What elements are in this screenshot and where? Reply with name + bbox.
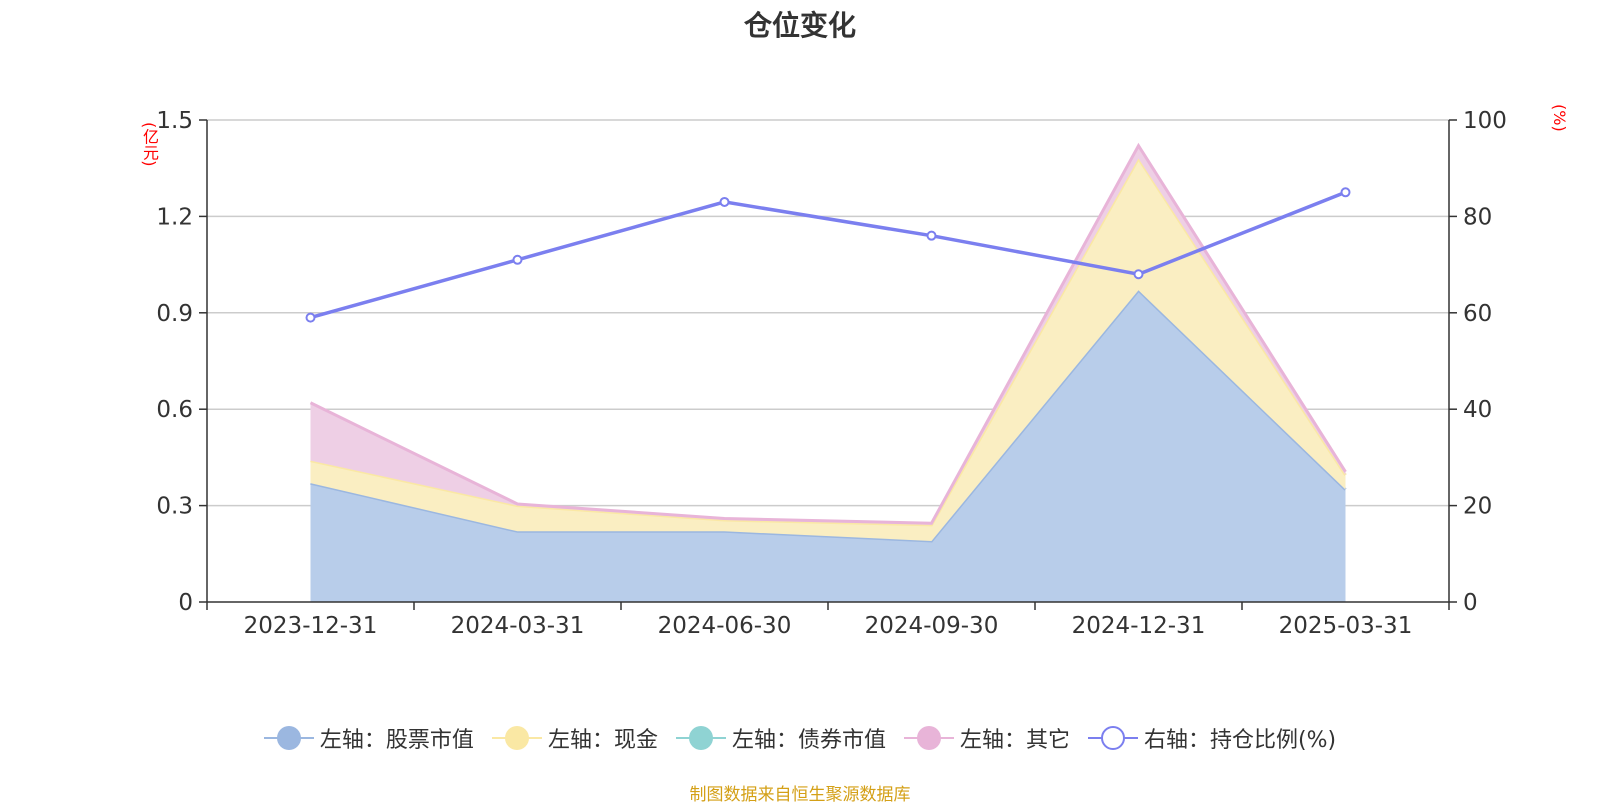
right-tick-label: 0	[1463, 590, 1478, 616]
source-note: 制图数据来自恒生聚源数据库	[689, 785, 911, 805]
legend-marker-icon	[903, 726, 954, 750]
right-axis-unit: (%)	[1550, 104, 1569, 132]
x-tick-label: 2024-12-31	[1072, 613, 1206, 639]
legend-label: 左轴：其它	[959, 728, 1070, 753]
legend: 左轴：股票市值 左轴：现金 左轴：债券市值 左轴：其它 右轴：持仓比例(%)	[0, 722, 1600, 754]
x-tick-label: 2024-03-31	[451, 613, 585, 639]
x-tick-label: 2025-03-31	[1279, 613, 1413, 639]
area-line-3	[309, 142, 1347, 525]
x-tick-label: 2024-09-30	[865, 613, 999, 639]
line-point	[512, 254, 523, 265]
right-tick-label: 100	[1463, 108, 1507, 134]
x-tick-label: 2023-12-31	[244, 613, 378, 639]
legend-marker-icon	[491, 726, 542, 750]
area-0	[310, 290, 1346, 602]
legend-label: 左轴：债券市值	[731, 728, 886, 753]
legend-marker-icon	[1087, 726, 1138, 750]
legend-marker-icon	[675, 726, 726, 750]
left-tick-label: 0	[178, 590, 193, 616]
area-1	[310, 158, 1346, 541]
right-tick-label: 60	[1463, 301, 1492, 327]
area-line-0	[310, 288, 1347, 543]
left-axis-unit: (亿元)	[140, 122, 159, 167]
legend-label: 左轴：股票市值	[319, 728, 474, 753]
left-tick-label: 0.6	[156, 397, 193, 423]
left-tick-label: 1.5	[156, 108, 193, 134]
legend-item[interactable]: 左轴：债券市值	[675, 722, 886, 754]
legend-label: 右轴：持仓比例(%)	[1143, 728, 1337, 753]
right-tick-label: 40	[1463, 397, 1492, 423]
left-tick-label: 0.9	[156, 301, 193, 327]
line-point	[926, 230, 937, 241]
line-point	[1340, 187, 1351, 198]
line-point	[1133, 269, 1144, 280]
left-tick-label: 1.2	[156, 204, 193, 230]
legend-item[interactable]: 左轴：其它	[903, 722, 1070, 754]
legend-label: 左轴：现金	[547, 728, 658, 753]
legend-item[interactable]: 左轴：股票市值	[263, 722, 474, 754]
x-tick-label: 2024-06-30	[658, 613, 792, 639]
right-tick-label: 20	[1463, 494, 1492, 520]
line-point	[305, 312, 316, 323]
line-series-0	[310, 190, 1347, 320]
chart-title: 仓位变化	[743, 9, 856, 42]
legend-item[interactable]: 右轴：持仓比例(%)	[1087, 722, 1337, 754]
right-tick-label: 80	[1463, 204, 1492, 230]
legend-marker-icon	[263, 726, 314, 750]
line-point	[719, 196, 730, 207]
legend-item[interactable]: 左轴：现金	[491, 722, 658, 754]
left-tick-label: 0.3	[156, 494, 193, 520]
